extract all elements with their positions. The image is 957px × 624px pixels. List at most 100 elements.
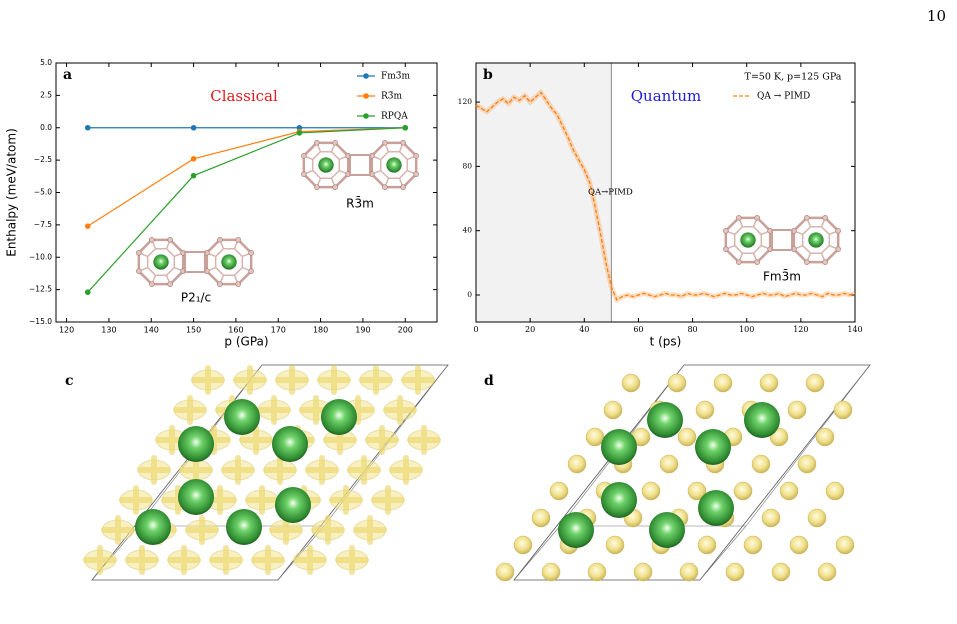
atom <box>136 250 142 256</box>
y-tick-label: −10.0 <box>29 252 52 261</box>
atom <box>332 184 338 190</box>
density-sphere <box>567 454 587 474</box>
series-line <box>87 127 406 227</box>
atom <box>754 215 760 221</box>
data-point <box>84 289 91 296</box>
atom <box>167 237 173 243</box>
metal-atom <box>275 487 311 523</box>
crystal-inset <box>723 215 773 265</box>
density-sphere <box>771 562 791 582</box>
series-line <box>475 91 856 301</box>
atom <box>736 215 742 221</box>
crystal-inset <box>204 237 254 287</box>
density-sphere <box>659 454 679 474</box>
density-blob <box>269 515 303 545</box>
x-tick-label: 140 <box>847 325 862 334</box>
density-sphere <box>587 562 607 582</box>
x-tick-label: 160 <box>228 326 243 335</box>
metal-atom <box>386 157 402 173</box>
metal-atom <box>649 512 685 548</box>
density-blob <box>173 395 207 425</box>
density-blob <box>191 365 225 395</box>
density-blob <box>221 455 255 485</box>
density-sphere <box>513 535 533 555</box>
atom <box>235 237 241 243</box>
y-tick-label: 2.5 <box>40 90 52 99</box>
density-image-c <box>83 364 449 581</box>
density-blob <box>401 365 435 395</box>
density-blob <box>83 545 117 575</box>
atom <box>382 184 388 190</box>
atom <box>149 281 155 287</box>
legend-marker <box>363 113 369 119</box>
metal-atom <box>153 254 169 270</box>
x-tick-label: 40 <box>579 325 589 334</box>
atom <box>400 140 406 146</box>
density-blob <box>317 365 351 395</box>
y-tick-label: 40 <box>462 226 472 235</box>
annotation: Classical <box>210 87 278 105</box>
density-blob <box>347 455 381 485</box>
atom <box>835 246 841 252</box>
x-axis-label: t (ps) <box>650 335 682 349</box>
density-sphere <box>541 562 561 582</box>
density-sphere <box>695 400 715 420</box>
density-sphere <box>835 535 855 555</box>
density-blob <box>245 485 279 515</box>
x-tick-label: 100 <box>739 325 754 334</box>
atom <box>332 140 338 146</box>
metal-atom <box>695 429 731 465</box>
density-blob <box>209 545 243 575</box>
data-point <box>190 172 197 179</box>
metal-atom <box>808 232 824 248</box>
density-blob <box>233 365 267 395</box>
density-blob <box>305 455 339 485</box>
density-blob <box>293 545 327 575</box>
metal-atom <box>226 509 262 545</box>
data-point <box>84 124 91 131</box>
density-blob <box>383 395 417 425</box>
data-point <box>402 124 409 131</box>
y-tick-label: −2.5 <box>34 155 52 164</box>
x-axis-label: p (GPa) <box>224 335 268 349</box>
x-tick-label: 150 <box>186 326 201 335</box>
shaded-region <box>476 63 612 322</box>
data-point <box>190 156 197 162</box>
atom <box>301 153 307 159</box>
cage-bond <box>146 247 176 277</box>
atom <box>382 140 388 146</box>
atom <box>217 237 223 243</box>
legend-marker <box>363 93 369 99</box>
atom <box>314 140 320 146</box>
density-blob <box>257 395 291 425</box>
x-tick-label: 190 <box>355 326 370 335</box>
x-tick-label: 170 <box>271 326 286 335</box>
density-sphere <box>817 562 837 582</box>
series-line <box>87 127 406 293</box>
density-blob <box>125 545 159 575</box>
atom <box>804 259 810 265</box>
density-sphere <box>679 562 699 582</box>
panel-label: c <box>65 373 74 389</box>
atom <box>413 153 419 159</box>
annotation: QA→PIMD <box>588 188 633 198</box>
annotation: R3̄m <box>346 196 374 210</box>
density-blob <box>353 515 387 545</box>
density-sphere <box>605 535 625 555</box>
density-sphere <box>807 508 827 528</box>
metal-atom <box>647 402 683 438</box>
atom <box>835 228 841 234</box>
page-number: 10 <box>927 7 946 25</box>
atom <box>248 250 254 256</box>
panel-label: a <box>63 67 72 83</box>
y-axis-label: Enthalpy (meV/atom) <box>5 128 19 257</box>
atom <box>167 281 173 287</box>
density-blob <box>251 545 285 575</box>
annotation: T=50 K, p=125 GPa <box>745 72 842 83</box>
metal-atom <box>135 509 171 545</box>
density-blob <box>407 425 441 455</box>
atom <box>248 268 254 274</box>
atom <box>314 184 320 190</box>
